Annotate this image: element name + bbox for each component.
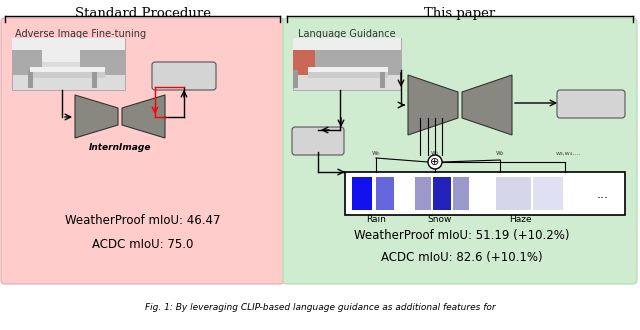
- Text: w₂: w₂: [496, 150, 504, 156]
- Text: InternImage: InternImage: [89, 144, 151, 152]
- Polygon shape: [408, 75, 458, 135]
- Bar: [293, 50, 315, 75]
- Bar: [376, 177, 394, 210]
- Bar: [293, 38, 401, 90]
- Text: w₁: w₁: [431, 150, 439, 156]
- FancyBboxPatch shape: [152, 62, 216, 90]
- Polygon shape: [462, 75, 512, 135]
- Bar: [30, 70, 105, 78]
- Text: Rain: Rain: [366, 215, 386, 224]
- Text: w₃,w₄,...: w₃,w₄,...: [556, 150, 580, 155]
- Bar: [28, 70, 33, 88]
- Bar: [453, 177, 469, 210]
- Text: Loss: Loss: [170, 70, 198, 80]
- Bar: [533, 177, 563, 210]
- Bar: [380, 70, 385, 88]
- Polygon shape: [122, 95, 165, 138]
- Bar: [293, 70, 298, 88]
- Text: This paper: This paper: [424, 7, 495, 20]
- FancyBboxPatch shape: [283, 18, 637, 284]
- Text: WeatherProof mIoU: 46.47: WeatherProof mIoU: 46.47: [65, 214, 221, 226]
- Bar: [12, 38, 125, 62]
- Bar: [308, 70, 388, 78]
- Text: WeatherProof mIoU: 51.19 (+10.2%): WeatherProof mIoU: 51.19 (+10.2%): [355, 228, 570, 242]
- Circle shape: [428, 155, 442, 169]
- Bar: [352, 177, 372, 210]
- Text: ...: ...: [597, 187, 609, 201]
- Bar: [12, 50, 42, 75]
- Text: CLIP: CLIP: [305, 136, 332, 146]
- Bar: [293, 38, 401, 62]
- Text: Fig. 1: By leveraging CLIP-based language guidance as additional features for: Fig. 1: By leveraging CLIP-based languag…: [145, 304, 495, 313]
- Text: ACDC mIoU: 82.6 (+10.1%): ACDC mIoU: 82.6 (+10.1%): [381, 251, 543, 265]
- Bar: [315, 50, 401, 75]
- Text: w₀: w₀: [372, 150, 380, 156]
- Text: Loss: Loss: [577, 98, 605, 108]
- Bar: [496, 177, 531, 210]
- FancyBboxPatch shape: [1, 18, 284, 284]
- Bar: [92, 70, 97, 88]
- Text: Snow: Snow: [428, 215, 452, 224]
- Bar: [415, 177, 431, 210]
- Text: ⊕: ⊕: [430, 157, 440, 167]
- FancyBboxPatch shape: [292, 127, 344, 155]
- Text: ACDC mIoU: 75.0: ACDC mIoU: 75.0: [92, 239, 194, 251]
- Bar: [345, 172, 625, 215]
- FancyBboxPatch shape: [557, 90, 625, 118]
- Bar: [80, 50, 125, 75]
- Polygon shape: [75, 95, 118, 138]
- Bar: [30, 67, 105, 72]
- Text: Language Guidance: Language Guidance: [298, 29, 396, 39]
- Text: Adverse Image Fine-tuning: Adverse Image Fine-tuning: [15, 29, 146, 39]
- Text: Haze: Haze: [509, 215, 531, 224]
- Bar: [308, 67, 388, 72]
- Text: Standard Procedure: Standard Procedure: [75, 7, 211, 20]
- Bar: [433, 177, 451, 210]
- Bar: [12, 38, 125, 90]
